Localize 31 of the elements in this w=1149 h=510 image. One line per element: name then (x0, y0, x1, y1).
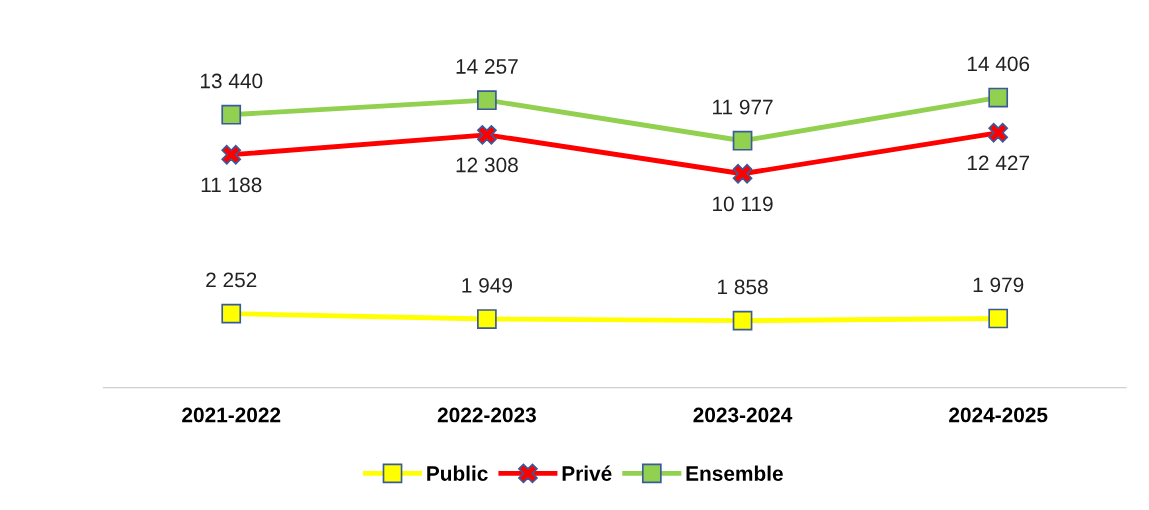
data-label: 14 406 (967, 56, 1030, 72)
point (732, 310, 753, 331)
x-tick-label: 2021-2022 (182, 407, 281, 423)
point (988, 122, 1009, 143)
data-label: 1 949 (462, 277, 512, 293)
point (221, 104, 242, 125)
point (477, 124, 497, 145)
data-label: 11 977 (713, 99, 773, 115)
data-label: 14 257 (456, 59, 518, 74)
x-tick-label: 2022-2023 (437, 407, 536, 423)
point (988, 308, 1009, 329)
data-label: 1 979 (973, 277, 1024, 293)
point (221, 144, 242, 165)
point (477, 309, 497, 329)
point (732, 163, 753, 184)
point (732, 130, 753, 151)
legend-label: Public (427, 465, 488, 481)
x-tick-label: 2024-2025 (949, 407, 1048, 423)
data-label: 10 119 (713, 196, 773, 212)
data-label: 1 858 (718, 279, 768, 295)
point (477, 90, 497, 111)
data-label: 11 188 (201, 177, 262, 193)
point (221, 303, 242, 324)
data-label: 13 440 (200, 73, 263, 89)
x-tick-label: 2023-2024 (693, 407, 793, 423)
legend-label: Ensemble (686, 465, 783, 481)
data-label: 12 308 (456, 157, 518, 173)
point (988, 87, 1009, 108)
data-label: 2 252 (206, 272, 257, 288)
data-label: 12 427 (967, 155, 1030, 171)
legend-label: Privé (562, 465, 612, 481)
